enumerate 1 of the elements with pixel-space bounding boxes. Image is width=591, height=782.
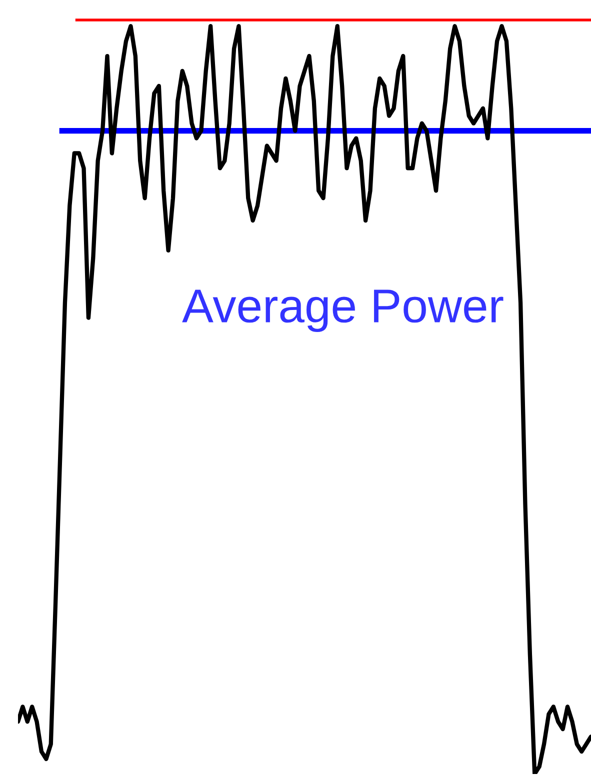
annotation: Average Power bbox=[182, 290, 504, 332]
